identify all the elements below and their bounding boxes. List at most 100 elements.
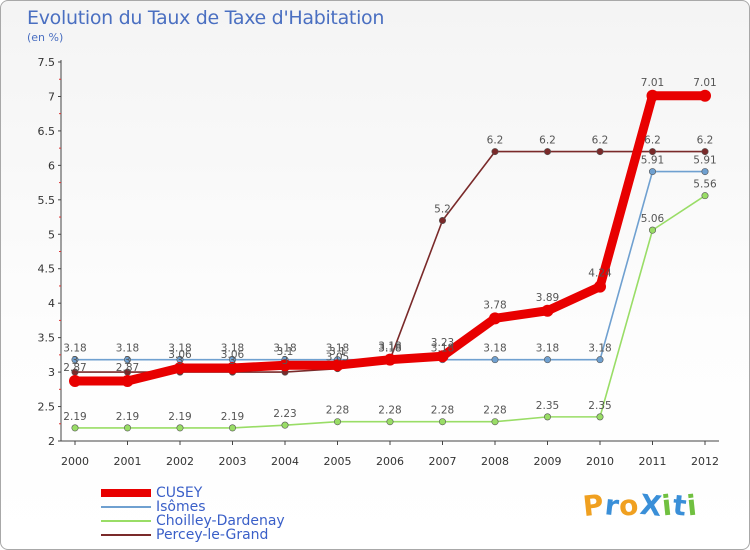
data-label: 2.35 [588,400,611,412]
x-tick-label: 2012 [691,455,719,468]
data-label: 3.18 [116,343,139,355]
data-point [69,375,81,388]
x-tick-label: 2000 [61,455,89,468]
data-label: 6.2 [592,135,609,147]
data-label: 6.2 [697,135,714,147]
data-point [384,353,396,366]
data-point [596,356,604,364]
data-point [281,421,289,429]
legend-swatch [101,489,151,497]
logo-letter: P [581,487,607,524]
y-tick-label: 2 [48,435,55,448]
data-label: 3.1 [277,346,294,358]
data-point [121,375,134,388]
chart-title: Evolution du Taux de Taxe d'Habitation [27,7,385,29]
data-label: 3.05 [326,352,349,364]
data-label: 3.18 [378,343,401,355]
legend-label: Isômes [156,499,206,515]
x-tick-label: 2005 [324,455,352,468]
data-label: 3.18 [273,343,296,355]
data-label: 2.19 [116,411,139,423]
y-tick-label: 4 [48,297,55,310]
data-label: 2.28 [431,405,454,417]
data-label: 3.18 [536,343,559,355]
x-tick-label: 2006 [376,455,404,468]
data-point [491,356,499,364]
data-point [541,304,554,317]
data-point [436,350,449,363]
data-label: 5.91 [641,155,664,167]
series-line [74,170,706,361]
data-point [331,359,344,372]
data-point [543,356,551,364]
y-tick-label: 6 [48,159,55,172]
data-label: 3.18 [378,343,401,355]
data-label: 2.19 [63,411,86,423]
data-label: 3.78 [483,299,506,311]
legend-label: CUSEY [156,485,203,501]
data-label: 2.19 [168,411,191,423]
data-point [124,356,132,364]
x-tick-label: 2001 [114,455,142,468]
data-point [543,148,551,156]
data-label: 3.18 [378,341,401,353]
data-point [71,356,79,364]
y-tick-label: 7.5 [38,56,56,69]
data-point [701,168,709,176]
data-label: 2.87 [116,362,139,374]
data-point [648,168,656,176]
data-point [648,148,656,156]
data-label: 2.87 [63,362,86,374]
data-point [438,216,446,224]
y-tick-label: 2.5 [38,401,56,414]
x-tick-label: 2011 [639,455,667,468]
data-point [174,361,186,374]
data-label: 2.35 [536,400,559,412]
data-point [596,148,604,156]
x-tick-label: 2007 [429,455,457,468]
data-label: 3.89 [536,292,559,304]
x-tick-label: 2010 [586,455,614,468]
legend-swatch [101,534,151,536]
data-point [279,359,291,372]
legend-swatch [101,520,151,522]
data-label: 3.18 [483,343,506,355]
proxiti-logo: ProXiti [581,487,700,524]
data-label: 3 [177,355,184,367]
y-tick-label: 6.5 [38,125,56,138]
data-label: 2.19 [221,411,244,423]
data-label: 3.06 [221,349,245,361]
data-point [646,89,659,102]
data-label: 6.2 [539,135,556,147]
data-label: 5.91 [693,155,716,167]
data-point [543,413,551,421]
data-label: 3.18 [63,343,86,355]
x-tick-label: 2008 [481,455,509,468]
data-label: 3.18 [326,343,349,355]
data-label: 4.24 [588,268,612,280]
y-tick-label: 5.5 [38,194,56,207]
data-label: 2.28 [483,405,506,417]
legend-swatch [101,506,151,508]
x-tick-label: 2002 [166,455,194,468]
data-label: 3.1 [329,346,346,358]
data-label: 6.2 [644,135,661,147]
data-point [438,418,446,426]
series-line [74,194,706,429]
data-label: 3.18 [588,343,611,355]
data-point [596,413,604,421]
logo-letter: i [685,488,700,523]
data-point [701,192,709,200]
legend-label: Choilley-Dardenay [156,513,285,529]
data-point [333,418,341,426]
data-label: 3.23 [431,337,454,349]
data-label: 3.18 [168,343,191,355]
data-label: 6.2 [487,135,504,147]
data-label: 2.28 [326,405,349,417]
data-label: 2.28 [378,405,401,417]
x-tick-label: 2009 [534,455,562,468]
legend-label: Percey-le-Grand [156,527,269,543]
chart-unit: (en %) [27,31,64,44]
y-tick-label: 7 [48,90,55,103]
